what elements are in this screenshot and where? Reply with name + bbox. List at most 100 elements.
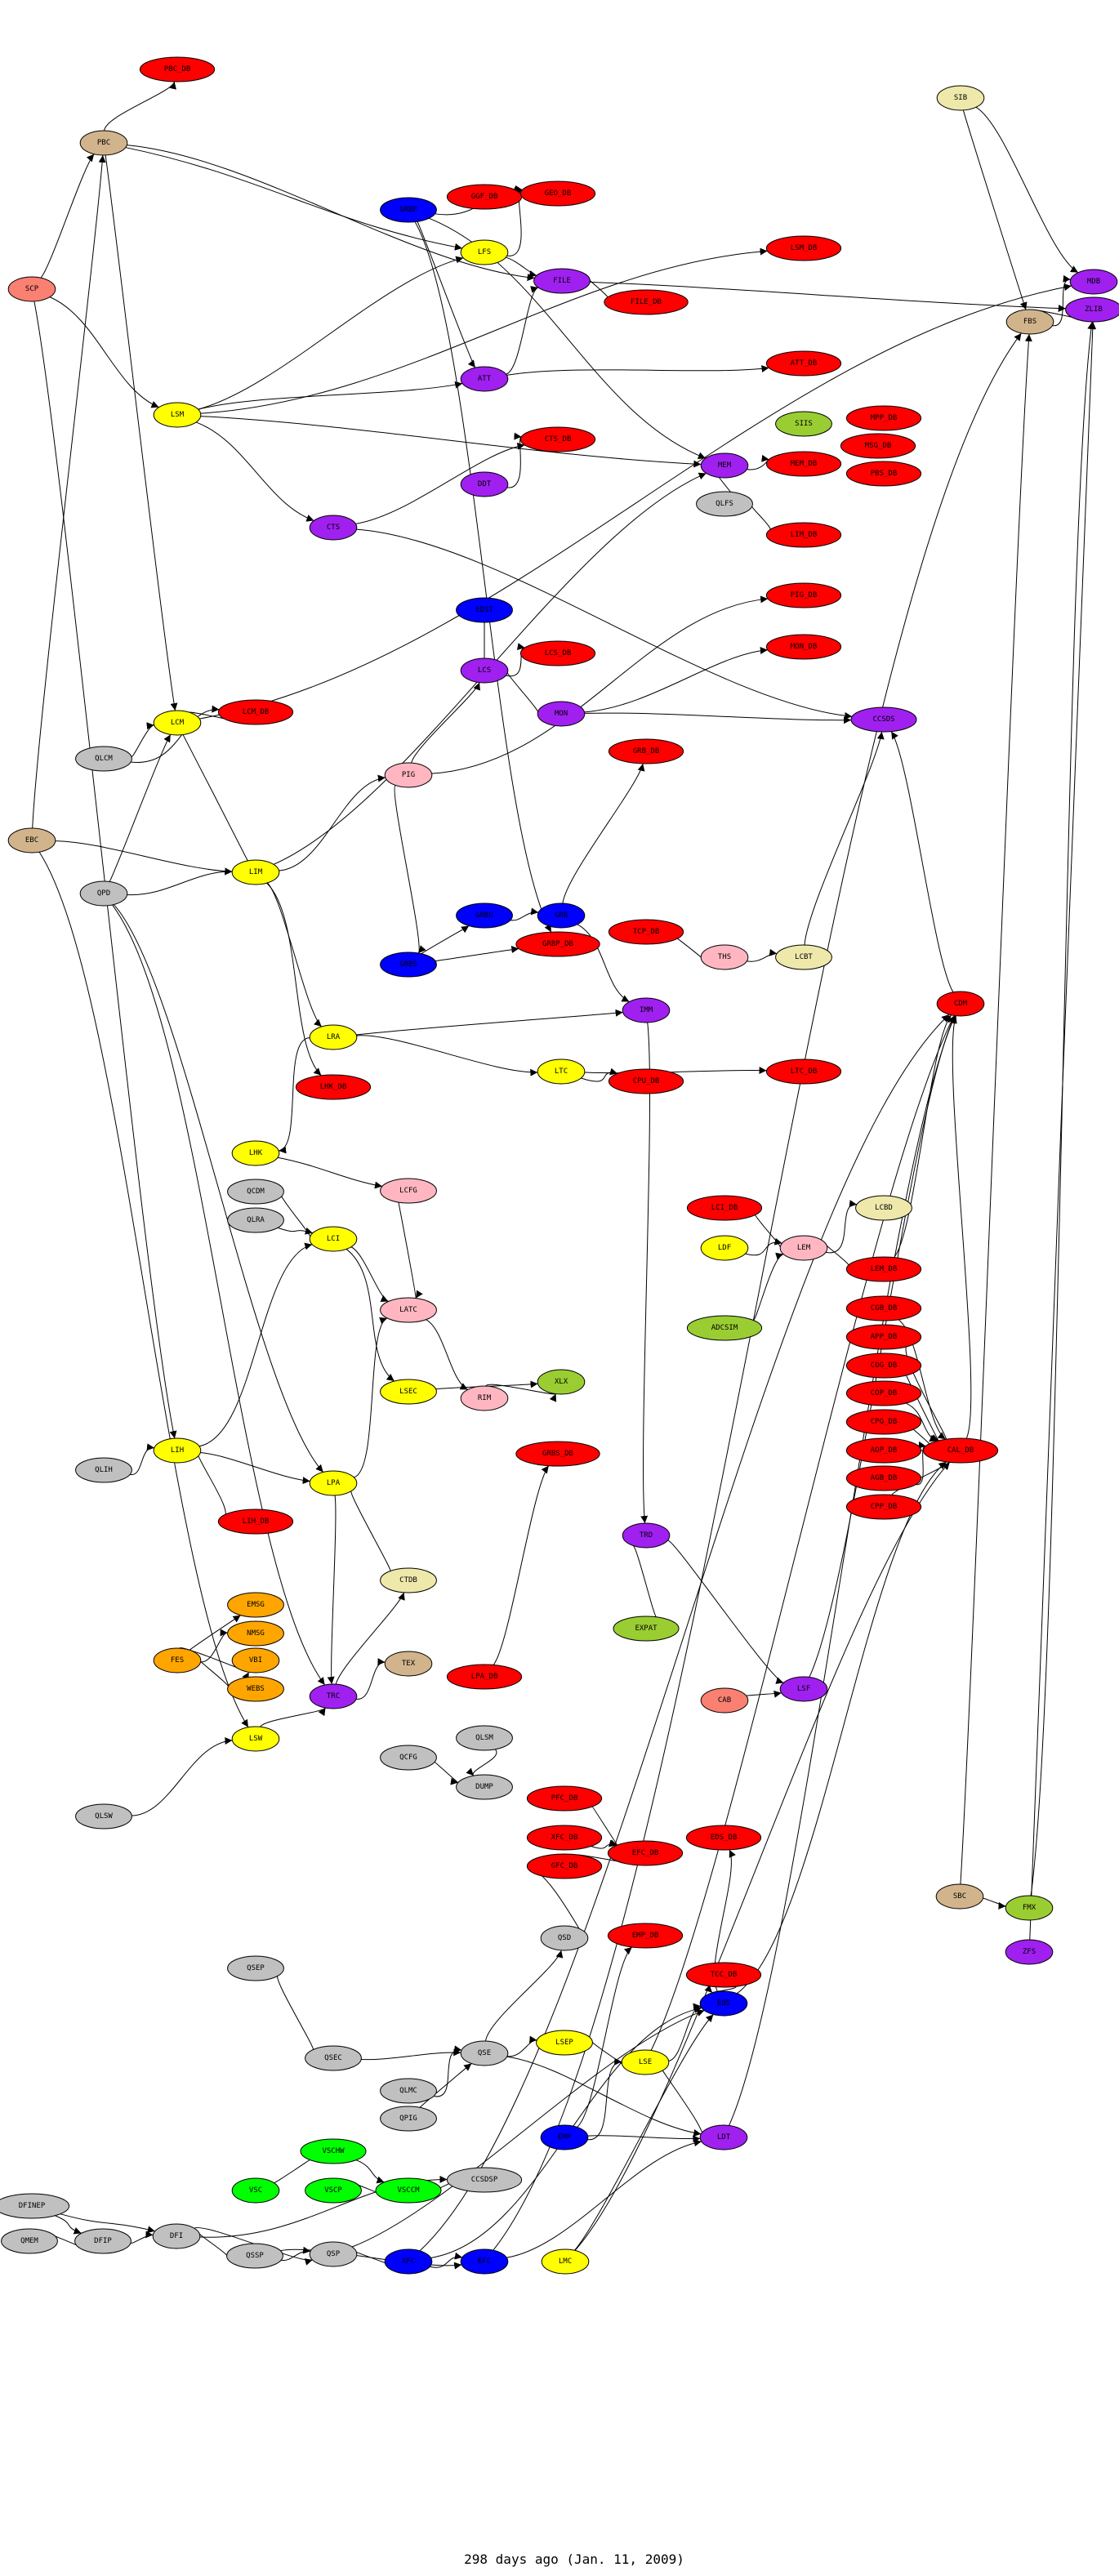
node-qsec[interactable]: QSEC (305, 2045, 362, 2071)
node-adcsim[interactable]: ADCSIM (686, 1315, 763, 1341)
node-qmem[interactable]: QMEM (1, 2228, 58, 2254)
node-grbp[interactable]: GRBP (380, 197, 437, 223)
node-cpu-db[interactable]: CPU_DB (608, 1068, 684, 1094)
node-edst[interactable]: EDST (456, 597, 513, 623)
node-lci[interactable]: LCI (309, 1226, 358, 1252)
node-grb[interactable]: GRB (537, 902, 586, 929)
node-trd[interactable]: TRD (622, 1522, 671, 1549)
node-lpa[interactable]: LPA (309, 1470, 358, 1496)
node-ctdb[interactable]: CTDB (380, 1567, 437, 1593)
node-lhk-db[interactable]: LHK_DB (295, 1074, 372, 1100)
node-qsd[interactable]: QSD (540, 1925, 589, 1951)
node-lfs[interactable]: LFS (460, 239, 509, 265)
node-tex[interactable]: TEX (384, 1651, 433, 1677)
node-qse[interactable]: QSE (460, 2040, 509, 2066)
node-grbs-db[interactable]: GRBS_DB (515, 1441, 600, 1467)
node-ccsdsp[interactable]: CCSDSP (446, 2167, 523, 2193)
node-msg-db[interactable]: MSG_DB (840, 433, 916, 459)
node-cdm[interactable]: CDM (936, 991, 985, 1017)
node-grbp-db[interactable]: GRBP_DB (515, 931, 600, 957)
node-dfip[interactable]: DFIP (74, 2228, 132, 2254)
node-ldf[interactable]: LDF (700, 1235, 749, 1261)
node-lsm-db[interactable]: LSM_DB (765, 235, 842, 261)
node-cal-db[interactable]: CAL_DB (922, 1437, 999, 1464)
node-lsec[interactable]: LSEC (380, 1379, 437, 1405)
node-mdb[interactable]: MDB (1069, 269, 1118, 295)
node-cab[interactable]: CAB (700, 1687, 749, 1714)
node-qlsm[interactable]: QLSM (456, 1725, 513, 1751)
node-cgb-db[interactable]: CGB_DB (845, 1295, 922, 1321)
node-grbs[interactable]: GRBS (380, 952, 437, 978)
node-vscp[interactable]: VSCP (305, 2177, 362, 2204)
node-eds-db[interactable]: EDS_DB (685, 1825, 762, 1851)
node-emsg[interactable]: EMSG (227, 1592, 284, 1618)
node-zlib[interactable]: ZLIB (1065, 296, 1119, 323)
node-mon[interactable]: MON (537, 701, 586, 727)
node-lcbt[interactable]: LCBT (775, 944, 832, 970)
node-eds[interactable]: EDS (699, 1990, 748, 2017)
node-file-db[interactable]: FILE_DB (604, 289, 689, 315)
node-lsep[interactable]: LSEP (536, 2030, 593, 2056)
node-emp[interactable]: EMP (540, 2124, 589, 2150)
node-lra[interactable]: LRA (309, 1024, 358, 1050)
node-pig-db[interactable]: PIG_DB (765, 582, 842, 608)
node-vsccm[interactable]: VSCCM (375, 2177, 442, 2204)
node-grb-db[interactable]: GRB_DB (608, 738, 684, 764)
node-cpg-db[interactable]: CPG_DB (845, 1409, 922, 1435)
node-qlmc[interactable]: QLMC (380, 2078, 437, 2104)
node-efc[interactable]: EFC (460, 2248, 509, 2275)
node-ltc-db[interactable]: LTC_DB (765, 1058, 842, 1085)
node-xfc-db[interactable]: XFC_DB (526, 1825, 603, 1851)
node-lmc[interactable]: LMC (541, 2248, 590, 2275)
node-lcm-db[interactable]: LCM_DB (217, 699, 294, 725)
node-fes[interactable]: FES (153, 1647, 202, 1674)
node-qcfg[interactable]: QCFG (380, 1745, 437, 1771)
node-qsep[interactable]: QSEP (227, 1955, 284, 1981)
node-lcs-db[interactable]: LCS_DB (519, 640, 596, 666)
node-webs[interactable]: WEBS (227, 1676, 284, 1702)
node-mpp-db[interactable]: MPP_DB (845, 405, 922, 431)
node-lim-db[interactable]: LIM_DB (765, 522, 842, 548)
node-qpig[interactable]: QPIG (380, 2106, 437, 2132)
node-lsf[interactable]: LSF (779, 1676, 828, 1702)
node-mem-db[interactable]: MEM_DB (765, 451, 842, 477)
node-att-db[interactable]: ATT_DB (765, 350, 842, 377)
node-qsp[interactable]: QSP (309, 2241, 358, 2267)
node-lcfg[interactable]: LCFG (380, 1178, 437, 1204)
node-pbc-db[interactable]: PBC_DB (139, 56, 216, 82)
node-vbi[interactable]: VBI (231, 1647, 280, 1674)
node-mem[interactable]: MEM (700, 452, 749, 479)
node-qssp[interactable]: QSSP (226, 2243, 283, 2269)
node-expat[interactable]: EXPAT (613, 1616, 680, 1642)
node-vschw[interactable]: VSCHW (300, 2138, 367, 2164)
node-lih-db[interactable]: LIH_DB (217, 1509, 294, 1535)
node-lcm[interactable]: LCM (153, 710, 202, 736)
node-agb-db[interactable]: AGB_DB (845, 1465, 922, 1491)
node-vsc[interactable]: VSC (231, 2177, 280, 2204)
node-cog-db[interactable]: COG_DB (845, 1353, 922, 1379)
node-sib[interactable]: SIB (936, 85, 985, 111)
node-efc-db[interactable]: EFC_DB (607, 1840, 684, 1866)
node-qlih[interactable]: QLIH (75, 1457, 132, 1483)
node-fbs[interactable]: FBS (1005, 309, 1054, 335)
node-lse[interactable]: LSE (621, 2049, 670, 2075)
node-lpa-db[interactable]: LPA_DB (446, 1664, 523, 1690)
node-lem[interactable]: LEM (779, 1235, 828, 1261)
node-lci-db[interactable]: LCI_DB (686, 1195, 763, 1221)
node-emp-db[interactable]: EMP_DB (607, 1923, 684, 1949)
node-app-db[interactable]: APP_DB (845, 1324, 922, 1350)
node-ddt[interactable]: DDT (460, 471, 509, 497)
node-lsm[interactable]: LSM (153, 402, 202, 428)
node-aop-db[interactable]: AOP_DB (845, 1437, 922, 1464)
node-lcs[interactable]: LCS (460, 657, 509, 684)
node-xfc[interactable]: XFC (384, 2248, 433, 2275)
node-rim[interactable]: RIM (460, 1385, 509, 1411)
node-cts[interactable]: CTS (309, 515, 358, 541)
node-nmsg[interactable]: NMSG (227, 1620, 284, 1647)
node-ltc[interactable]: LTC (537, 1058, 586, 1085)
node-cop-db[interactable]: COP_DB (845, 1380, 922, 1406)
node-zfs[interactable]: ZFS (1005, 1939, 1054, 1965)
node-sbc[interactable]: SBC (935, 1883, 984, 1910)
node-qlsw[interactable]: QLSW (75, 1803, 132, 1829)
node-cpp-db[interactable]: CPP_DB (845, 1494, 922, 1520)
